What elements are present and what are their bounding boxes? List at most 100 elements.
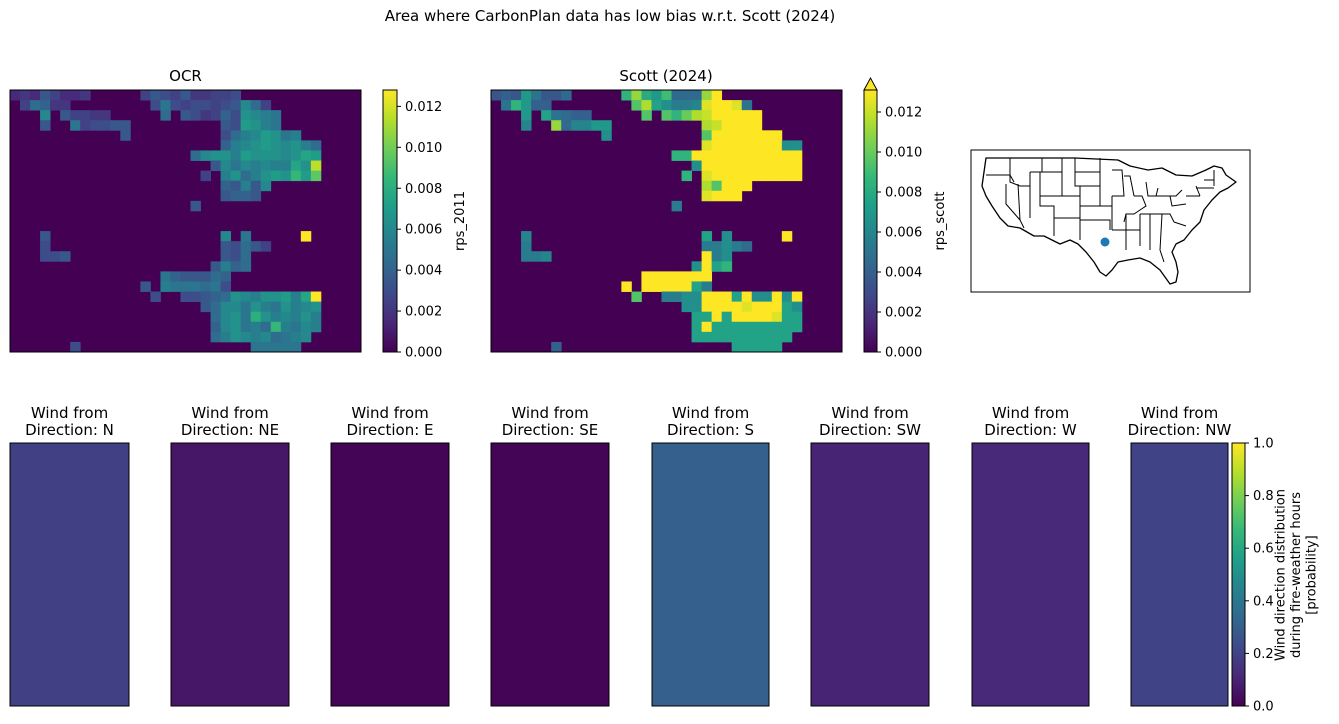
wind-panel-s-title: Wind from Direction: S — [667, 404, 754, 439]
colorbar-tick-label: 0.2 — [1253, 647, 1274, 662]
heatmap-cell — [711, 100, 723, 111]
heatmap-cell — [200, 100, 211, 111]
heatmap-cell — [741, 311, 753, 323]
wind-panel-n: Wind from Direction: N — [9, 404, 130, 707]
heatmap-cell — [200, 291, 211, 303]
wind-panel-nw-title: Wind from Direction: NW — [1128, 404, 1232, 439]
heatmap-cell — [120, 120, 131, 131]
heatmap-cell — [691, 311, 702, 323]
heatmap-cell — [300, 311, 312, 323]
colorbar-tick-label: 0.010 — [885, 146, 922, 161]
heatmap-cell — [791, 291, 803, 303]
heatmap-cell — [721, 261, 733, 272]
heatmap-cell — [280, 321, 292, 333]
heatmap-cell — [651, 90, 662, 101]
heatmap-cell — [230, 331, 242, 343]
heatmap-cell — [741, 150, 753, 161]
heatmap-cell — [240, 160, 252, 172]
heatmap-cell — [310, 311, 322, 323]
heatmap-cell — [711, 291, 723, 303]
heatmap-cell — [300, 321, 312, 333]
heatmap-cell — [751, 341, 763, 353]
colorbar-tick-label: 0.4 — [1253, 594, 1274, 609]
heatmap-cell — [731, 341, 743, 353]
heatmap-cell — [20, 90, 31, 101]
heatmap-cell — [150, 100, 161, 111]
heatmap-cell — [280, 140, 292, 151]
heatmap-cell — [230, 180, 242, 192]
colorbar-label-line: during fire-weather hours — [1289, 492, 1304, 658]
heatmap-cell — [260, 311, 272, 323]
colorbar-tick-label: 0.008 — [885, 186, 922, 201]
heatmap-cell — [711, 120, 723, 131]
heatmap-cell — [80, 110, 91, 121]
heatmap-cell — [751, 140, 763, 151]
heatmap-cell — [791, 150, 803, 161]
heatmap-cell — [781, 321, 793, 333]
wind-panel-n-cell — [9, 442, 130, 707]
heatmap-cell — [691, 331, 702, 343]
heatmap-cell — [681, 110, 692, 121]
heatmap-cell — [210, 281, 221, 292]
colorbar-tick-label: 0.004 — [885, 266, 922, 281]
heatmap-cell — [751, 170, 763, 182]
heatmap-cell — [230, 170, 242, 182]
heatmap-cell — [671, 150, 682, 161]
heatmap-cell — [290, 130, 302, 141]
heatmap-cell — [761, 331, 773, 343]
colorbar-tick-label: 0.000 — [885, 346, 922, 361]
heatmap-cell — [230, 261, 242, 272]
heatmap-cell — [250, 331, 262, 343]
heatmap-cell — [280, 150, 292, 161]
heatmap-cell — [280, 160, 292, 172]
heatmap-cell — [280, 291, 292, 303]
heatmap-cell — [671, 100, 682, 111]
heatmap-cell — [751, 130, 763, 141]
heatmap-cell — [40, 241, 51, 252]
heatmap-cell — [761, 160, 773, 172]
colorbar-tick-label: 0.012 — [885, 106, 922, 121]
colorbar-tick-label: 0.0 — [1253, 700, 1274, 715]
heatmap-cell — [220, 140, 232, 151]
heatmap-cell — [681, 271, 692, 282]
heatmap-cell — [721, 110, 733, 121]
heatmap-cell — [260, 331, 272, 343]
heatmap-cell — [691, 281, 702, 292]
heatmap-cell — [701, 180, 713, 192]
heatmap-cell — [190, 200, 201, 212]
wind-panel-s: Wind from Direction: S — [651, 404, 770, 707]
heatmap-cell — [691, 160, 702, 172]
heatmap-cell — [781, 160, 793, 172]
wind-panel-title-line: Direction: N — [25, 421, 114, 439]
heatmap-cell — [641, 90, 652, 101]
heatmap-cell — [771, 150, 783, 161]
heatmap-ocr-panel: OCR 0.0000.0020.0040.0060.0080.0100.012 … — [9, 67, 468, 361]
heatmap-cell — [70, 341, 81, 353]
heatmap-cell — [521, 231, 532, 242]
heatmap-cell — [240, 180, 252, 192]
us-map-panel — [970, 149, 1251, 293]
heatmap-cell — [210, 331, 221, 343]
heatmap-cell — [50, 90, 61, 101]
heatmap-cell — [571, 120, 582, 131]
wind-panel-title-line: Direction: SW — [819, 421, 921, 439]
heatmap-cell — [711, 241, 723, 252]
heatmap-cell — [681, 301, 692, 313]
heatmap-cell — [280, 130, 292, 141]
heatmap-cell — [691, 321, 702, 333]
heatmap-cell — [681, 281, 692, 292]
colorbar-tick-label: 0.002 — [885, 306, 922, 321]
heatmap-cell — [541, 90, 552, 101]
heatmap-cell — [661, 90, 672, 101]
heatmap-cell — [230, 321, 242, 333]
wind-panel-ne-cell — [170, 442, 290, 707]
heatmap-cell — [721, 291, 733, 303]
heatmap-cell — [741, 120, 753, 131]
heatmap-cell — [691, 301, 702, 313]
heatmap-cell — [701, 301, 713, 313]
heatmap-cell — [180, 291, 191, 303]
heatmap-cell — [230, 130, 242, 141]
heatmap-cell — [220, 160, 232, 172]
heatmap-cell — [300, 140, 312, 151]
heatmap-cell — [220, 120, 232, 131]
